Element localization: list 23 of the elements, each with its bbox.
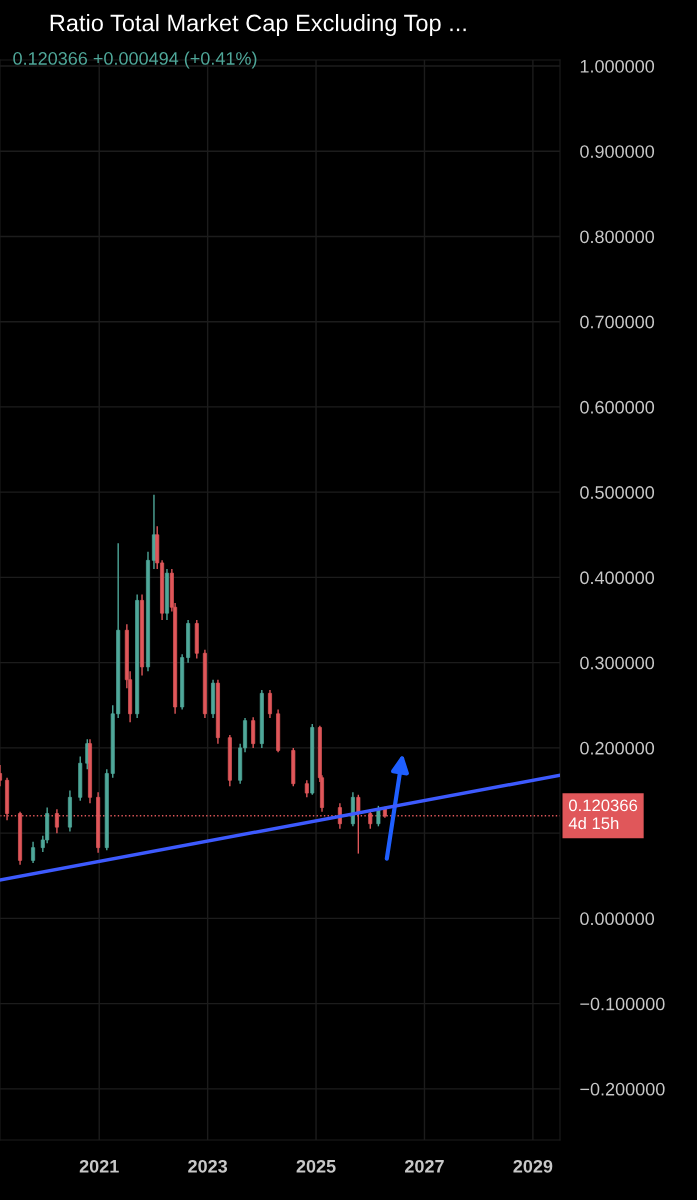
y-tick-label: 1.000000 bbox=[580, 59, 655, 73]
y-tick-label: 0.900000 bbox=[580, 145, 655, 158]
y-tick-label: 0.500000 bbox=[580, 486, 655, 499]
y-tick-label: −0.200000 bbox=[580, 1082, 665, 1096]
chart-title: Ratio Total Market Cap Excluding Top ... bbox=[50, 14, 466, 36]
candlestick bbox=[251, 716, 256, 749]
x-tick-label: 2025 bbox=[296, 1159, 336, 1173]
y-tick-label: 0.300000 bbox=[580, 656, 655, 670]
y-tick-label: −0.100000 bbox=[580, 997, 665, 1011]
y-tick-label: 0.200000 bbox=[580, 741, 655, 755]
candlestick bbox=[31, 840, 36, 864]
y-tick-label: 0.700000 bbox=[580, 315, 655, 329]
y-tick-label: 0.600000 bbox=[580, 400, 655, 414]
x-tick-label: 2029 bbox=[513, 1159, 553, 1173]
y-tick-label: 0.000000 bbox=[580, 912, 655, 926]
y-tick-label: 0.800000 bbox=[580, 230, 655, 244]
x-tick-label: 2027 bbox=[405, 1159, 444, 1173]
x-tick-label: 2021 bbox=[79, 1159, 119, 1173]
ref-line-label: 0.120366 4d 15h bbox=[568, 799, 638, 830]
x-tick-label: 2023 bbox=[188, 1159, 228, 1173]
chart-subtitle: 0.120366 +0.000494 (+0.41%) bbox=[13, 51, 257, 69]
candlestick bbox=[267, 689, 272, 719]
y-tick-label: 0.400000 bbox=[580, 571, 655, 585]
